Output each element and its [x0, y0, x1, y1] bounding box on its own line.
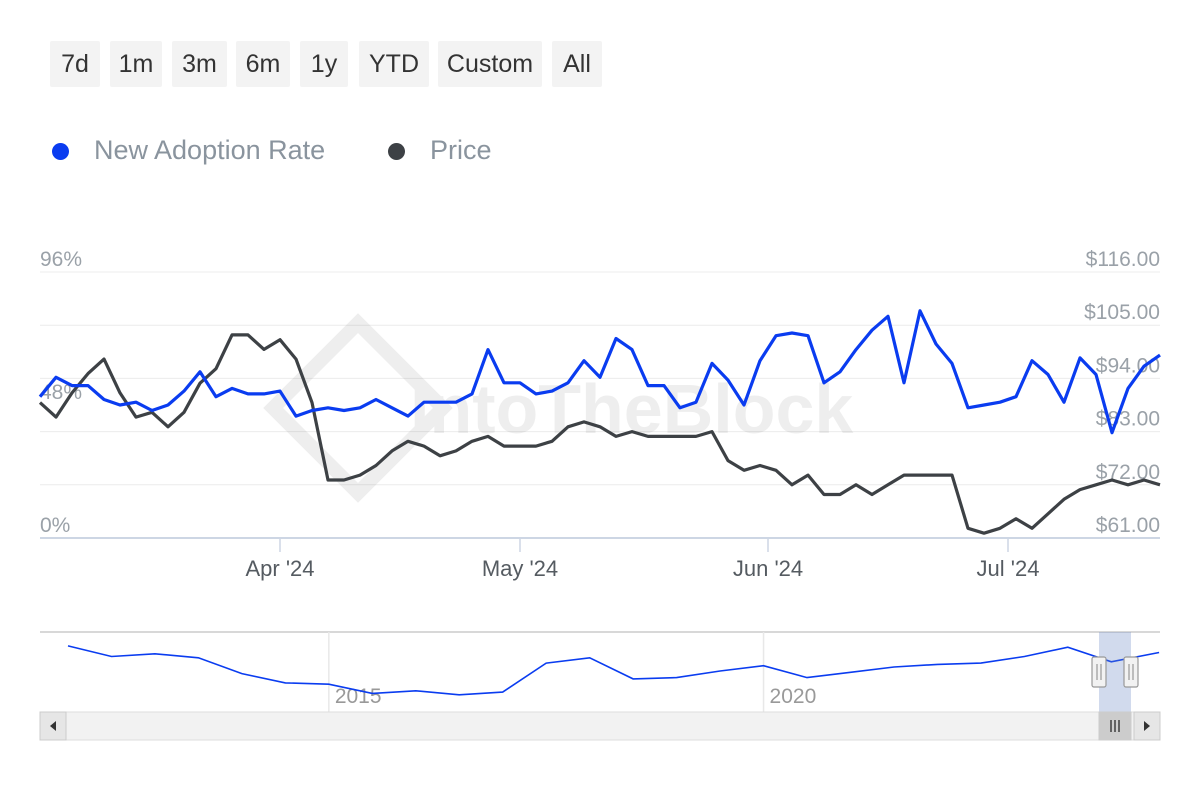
scroll-left-button[interactable]	[39, 711, 67, 741]
y-left-tick-label: 0%	[40, 514, 70, 537]
y-right-tick-label: $61.00	[1096, 514, 1160, 537]
handle-body	[1123, 656, 1139, 688]
navigator-left-handle[interactable]	[1091, 656, 1107, 688]
y-right-tick-label: $83.00	[1096, 408, 1160, 431]
navigator: 2015 2020	[40, 631, 1160, 712]
scrollbar	[39, 711, 1161, 741]
legend-dot-icon	[388, 143, 405, 160]
range-button-1m[interactable]: 1m	[110, 41, 162, 87]
series-line-adoption-rate	[38, 309, 1161, 435]
chevron-left-icon	[50, 721, 56, 731]
range-button-ytd[interactable]: YTD	[359, 41, 429, 87]
range-button-all[interactable]: All	[552, 41, 602, 87]
legend-label: Price	[430, 135, 492, 165]
series-line-price	[38, 333, 1161, 535]
series-lines	[38, 309, 1161, 535]
navigator-right-handle[interactable]	[1123, 656, 1139, 688]
range-button-6m[interactable]: 6m	[236, 41, 290, 87]
y-right-tick-label: $94.00	[1096, 354, 1160, 377]
legend-item-adoption-rate[interactable]: New Adoption Rate	[52, 130, 362, 170]
navigator-tick-label: 2020	[770, 685, 817, 708]
handle-body	[1091, 656, 1107, 688]
x-axis: Apr '24 May '24 Jun '24 Jul '24	[245, 538, 1039, 581]
range-button-1y[interactable]: 1y	[300, 41, 348, 87]
x-tick-label: Jul '24	[977, 556, 1040, 581]
y-right-tick-label: $116.00	[1086, 248, 1160, 271]
scrollbar-track[interactable]	[39, 711, 1161, 741]
range-button-custom[interactable]: Custom	[438, 41, 542, 87]
y-right-tick-label: $72.00	[1096, 461, 1160, 484]
y-axis-right: $116.00 $105.00 $94.00 $83.00 $72.00 $61.00	[1084, 248, 1160, 537]
watermark-text: IntoTheBlock	[410, 370, 853, 448]
chevron-right-icon	[1144, 721, 1150, 731]
y-left-tick-label: 96%	[40, 248, 82, 271]
scrollbar-thumb[interactable]	[1098, 711, 1132, 741]
navigator-tick-label: 2015	[335, 685, 382, 708]
legend-dot-icon	[52, 143, 69, 160]
legend-item-price[interactable]: Price	[388, 130, 508, 170]
watermark: IntoTheBlock	[263, 313, 853, 503]
x-tick-label: Jun '24	[733, 556, 803, 581]
y-right-tick-label: $105.00	[1084, 301, 1160, 324]
navigator-series-line	[67, 645, 1160, 696]
range-button-3m[interactable]: 3m	[172, 41, 227, 87]
x-tick-label: May '24	[482, 556, 558, 581]
x-tick-label: Apr '24	[245, 556, 314, 581]
legend-label: New Adoption Rate	[94, 135, 326, 165]
y-axis-left: 96%48%0%	[40, 248, 82, 537]
range-button-7d[interactable]: 7d	[50, 41, 100, 87]
scroll-right-button[interactable]	[1133, 711, 1161, 741]
